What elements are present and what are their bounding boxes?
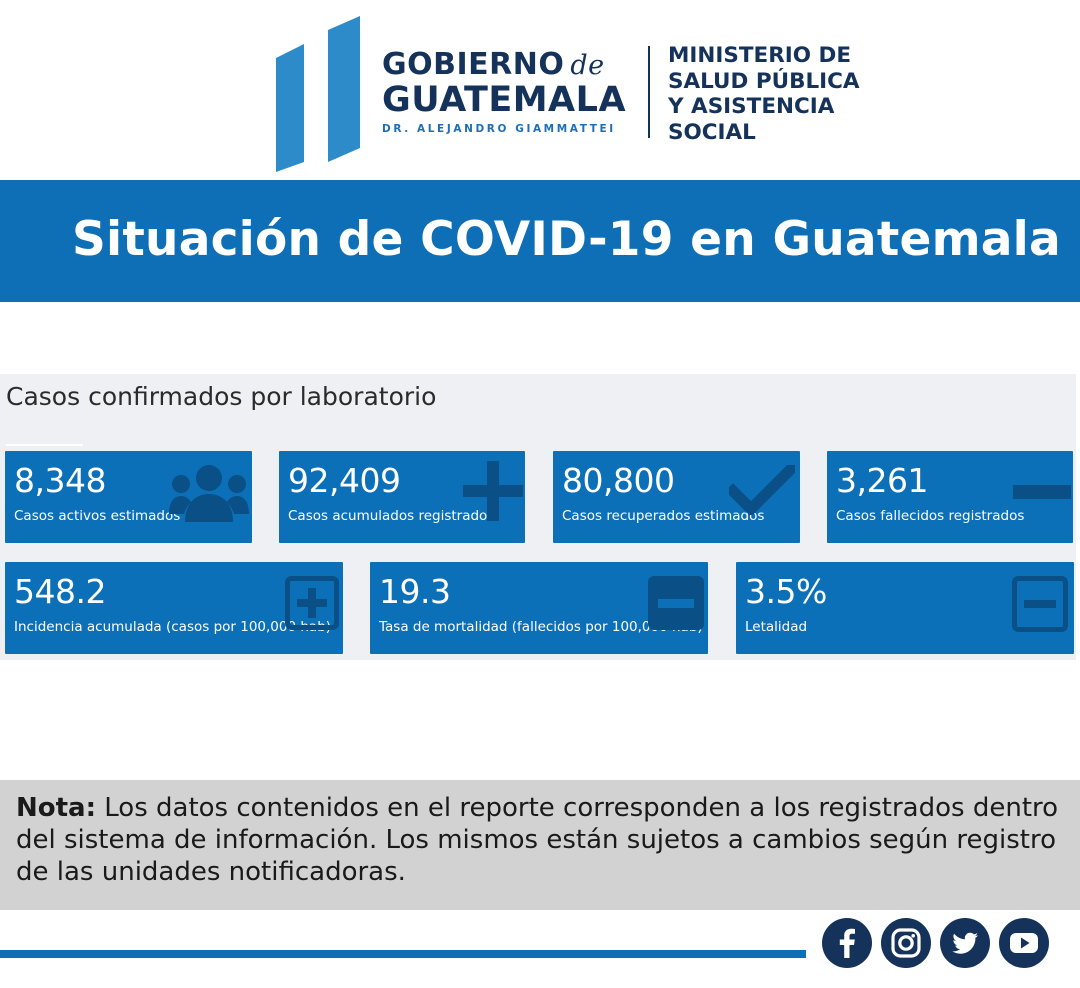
card-mortality-rate[interactable]: 19.3 Tasa de mortalidad (fallecidos por … xyxy=(370,562,708,654)
gov-line3: DR. ALEJANDRO GIAMMATTEI xyxy=(382,123,616,135)
card-label: Casos activos estimados xyxy=(14,508,181,524)
government-logo-mark xyxy=(274,16,366,172)
ministry-line: Y ASISTENCIA xyxy=(668,94,835,119)
card-label: Incidencia acumulada (casos por 100,000 … xyxy=(14,619,332,635)
minus-square-icon xyxy=(1012,576,1068,632)
card-label: Casos acumulados registrados xyxy=(288,508,495,524)
footer-bar xyxy=(0,950,806,958)
card-recovered-cases[interactable]: 80,800 Casos recuperados estimados xyxy=(553,451,800,543)
card-value: 19.3 xyxy=(379,572,451,611)
minus-icon xyxy=(1013,485,1071,499)
card-value: 3,261 xyxy=(836,461,928,500)
card-value: 92,409 xyxy=(288,461,401,500)
users-icon xyxy=(169,464,249,522)
gov-line2: GUATEMALA xyxy=(382,80,627,120)
twitter-icon[interactable] xyxy=(940,918,990,968)
note-body: Los datos contenidos en el reporte corre… xyxy=(16,793,1059,887)
page-title: Situación de COVID-19 en Guatemala xyxy=(72,212,1061,267)
card-deceased-cases[interactable]: 3,261 Casos fallecidos registrados xyxy=(827,451,1073,543)
instagram-icon[interactable] xyxy=(881,918,931,968)
header-divider xyxy=(648,46,650,138)
facebook-icon[interactable] xyxy=(822,918,872,968)
gov-line1: GOBIERNO de xyxy=(382,47,605,82)
card-incidence[interactable]: 548.2 Incidencia acumulada (casos por 10… xyxy=(5,562,343,654)
youtube-icon[interactable] xyxy=(999,918,1049,968)
plus-icon xyxy=(463,461,523,521)
card-accumulated-cases[interactable]: 92,409 Casos acumulados registrados xyxy=(279,451,525,543)
card-label: Tasa de mortalidad (fallecidos por 100,0… xyxy=(379,619,703,635)
card-label: Casos recuperados estimados xyxy=(562,508,765,524)
gov-de: de xyxy=(570,50,605,81)
card-label: Casos fallecidos registrados xyxy=(836,508,1025,524)
note-text: Nota: Los datos contenidos en el reporte… xyxy=(16,792,1066,888)
panel-title: Casos confirmados por laboratorio xyxy=(6,382,437,411)
note-label: Nota: xyxy=(16,793,96,823)
title-banner: Situación de COVID-19 en Guatemala xyxy=(0,180,1080,302)
ministry-line: SALUD PÚBLICA xyxy=(668,68,860,94)
ministry-line: SOCIAL xyxy=(668,119,756,145)
ministry-name: MINISTERIO DE SALUD PÚBLICA Y ASISTENCIA… xyxy=(668,43,928,145)
card-lethality[interactable]: 3.5% Letalidad xyxy=(736,562,1074,654)
ministry-line: MINISTERIO DE xyxy=(668,43,852,68)
card-value: 548.2 xyxy=(14,572,106,611)
card-value: 8,348 xyxy=(14,461,106,500)
card-value: 80,800 xyxy=(562,461,675,500)
check-icon xyxy=(729,465,795,515)
card-label: Letalidad xyxy=(745,619,808,635)
minus-square-filled-icon xyxy=(648,576,704,630)
panel-tab-indicator xyxy=(6,444,83,446)
card-value: 3.5% xyxy=(745,572,827,611)
dashboard-panel: Casos confirmados por laboratorio 8,348 … xyxy=(0,374,1076,660)
card-active-cases[interactable]: 8,348 Casos activos estimados xyxy=(5,451,252,543)
note-box: Nota: Los datos contenidos en el reporte… xyxy=(0,780,1080,910)
plus-square-icon xyxy=(285,576,339,630)
government-wordmark: GOBIERNO de GUATEMALA DR. ALEJANDRO GIAMM… xyxy=(382,47,632,136)
